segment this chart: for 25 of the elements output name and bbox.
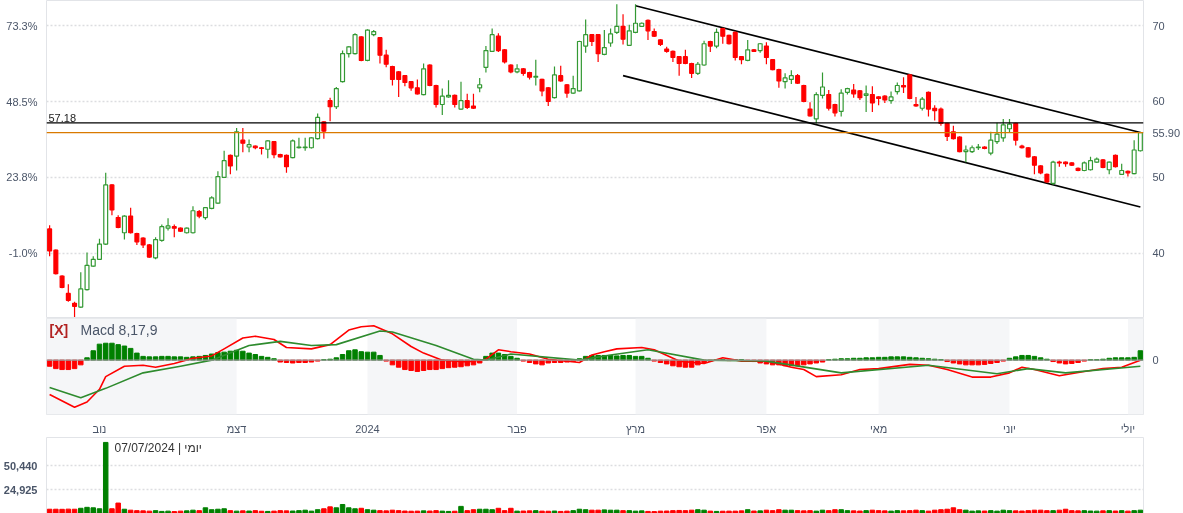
y2-tick-label: 23.8% xyxy=(6,171,38,184)
ref-line-label: 0 xyxy=(1152,354,1159,367)
chart-title: Macd 8,17,9 xyxy=(80,321,158,338)
x-tick-label: 2024 xyxy=(355,422,380,435)
x-tick-label: דצמ xyxy=(226,422,247,435)
y-tick-label: 60 xyxy=(1152,95,1165,108)
x-tick-label: נוב xyxy=(92,422,107,435)
x-tick-label: מרץ xyxy=(626,422,646,435)
y-tick-label: 24,925 xyxy=(3,483,38,496)
y2-tick-label: 73.3% xyxy=(6,19,38,32)
x-tick-label: פבר xyxy=(507,422,527,435)
y-tick-label: 40 xyxy=(1152,247,1165,260)
y-tick-label: 70 xyxy=(1152,19,1165,32)
y2-tick-label: 48.5% xyxy=(6,95,38,108)
ref-line-label: 55.90 xyxy=(1152,126,1181,139)
chart-title: יומי | 07/07/2024 xyxy=(114,440,202,455)
x-tick-label: יולי xyxy=(1120,422,1136,435)
y2-tick-label: -1.0% xyxy=(8,247,38,260)
y-tick-label: 50,440 xyxy=(3,459,38,472)
y-tick-label: 50 xyxy=(1152,171,1165,184)
x-tick-label: יוני xyxy=(1003,422,1016,435)
annotation: [X] xyxy=(49,321,69,338)
x-tick-label: אפר xyxy=(756,422,777,435)
ref-line-label: 57.18 xyxy=(48,111,77,124)
x-tick-label: מאי xyxy=(869,422,888,435)
